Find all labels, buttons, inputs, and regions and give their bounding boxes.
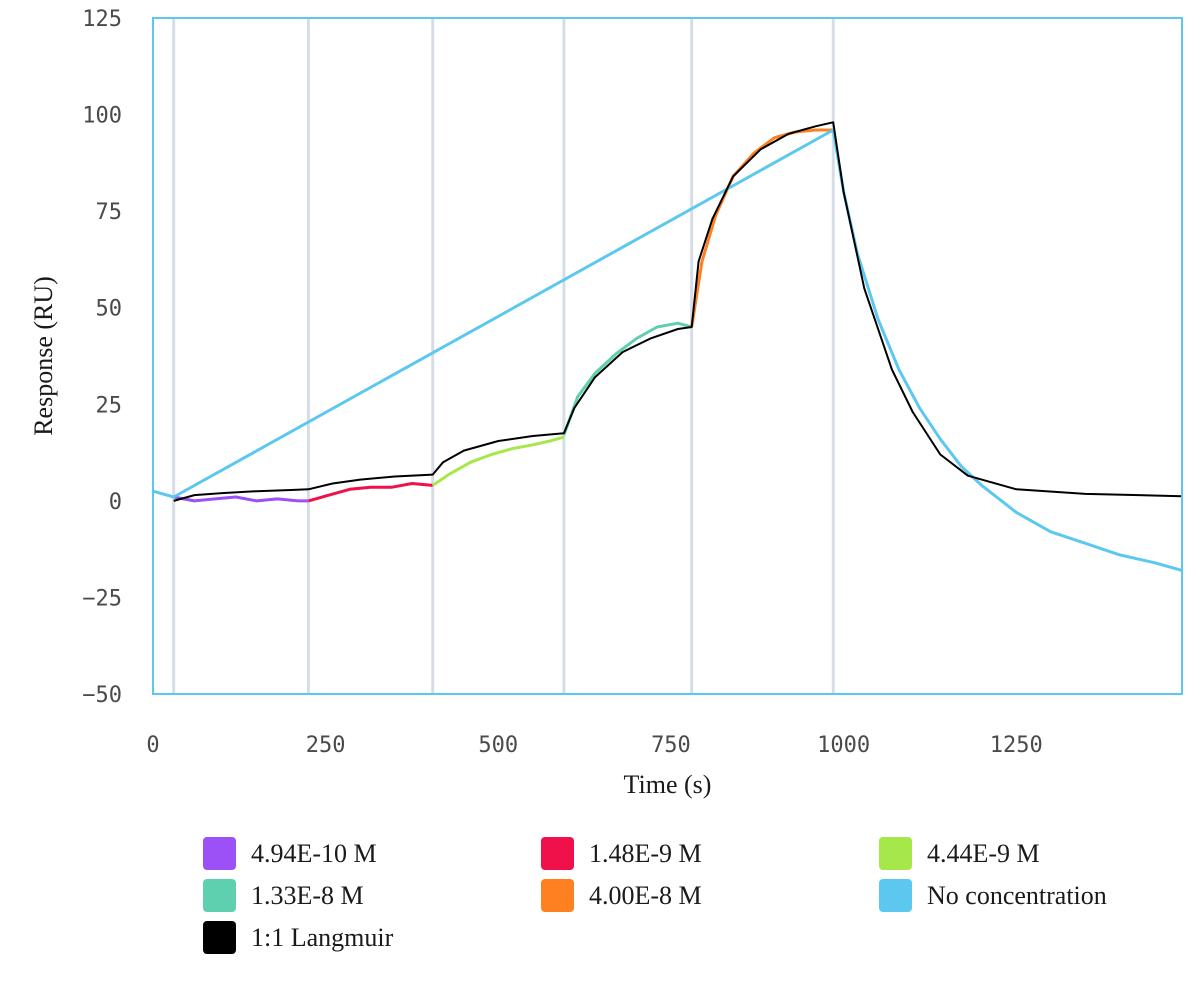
legend-swatch xyxy=(203,921,236,954)
x-tick-label: 0 xyxy=(146,733,159,758)
series-line xyxy=(173,495,309,503)
legend-label: 1.33E-8 M xyxy=(251,881,364,910)
legend-label: 4.00E-8 M xyxy=(589,881,702,910)
legend-swatch xyxy=(541,879,574,912)
legend-swatch xyxy=(203,837,236,870)
series-lines xyxy=(152,121,1183,572)
y-tick-label: −25 xyxy=(82,586,122,611)
x-axis-ticks: 0 250 500 750 1000 1250 xyxy=(146,733,1042,758)
y-tick-label: 0 xyxy=(109,490,122,515)
y-tick-label: 25 xyxy=(96,393,123,418)
x-tick-label: 500 xyxy=(478,733,518,758)
legend-label: No concentration xyxy=(927,881,1107,910)
series-line xyxy=(562,321,693,436)
x-tick-label: 1250 xyxy=(990,733,1043,758)
series-line xyxy=(173,121,1183,502)
x-axis-title: Time (s) xyxy=(624,770,712,799)
x-tick-label: 1000 xyxy=(817,733,870,758)
legend-swatch xyxy=(541,837,574,870)
y-tick-label: 50 xyxy=(96,297,123,322)
series-line xyxy=(690,128,834,328)
y-axis-ticks: −50 −25 0 25 50 75 100 125 xyxy=(82,7,122,708)
x-tick-label: 750 xyxy=(651,733,691,758)
legend: 4.94E-10 M 1.48E-9 M 4.44E-9 M 1.33E-8 M 4.0… xyxy=(203,837,1107,954)
y-axis-title: Response (RU) xyxy=(29,276,58,436)
legend-swatch xyxy=(879,837,912,870)
series-line xyxy=(431,435,565,487)
x-tick-label: 250 xyxy=(306,733,346,758)
y-tick-label: 125 xyxy=(82,7,122,32)
legend-label: 4.44E-9 M xyxy=(927,839,1040,868)
vertical-markers xyxy=(172,18,835,694)
y-tick-label: −50 xyxy=(82,683,122,708)
legend-label: 4.94E-10 M xyxy=(251,839,377,868)
legend-label: 1:1 Langmuir xyxy=(251,923,394,952)
plot-frame xyxy=(152,17,1183,695)
y-tick-label: 100 xyxy=(82,104,122,129)
legend-swatch xyxy=(879,879,912,912)
legend-swatch xyxy=(203,879,236,912)
y-tick-label: 75 xyxy=(96,200,123,225)
legend-label: 1.48E-9 M xyxy=(589,839,702,868)
series-line xyxy=(307,482,433,503)
